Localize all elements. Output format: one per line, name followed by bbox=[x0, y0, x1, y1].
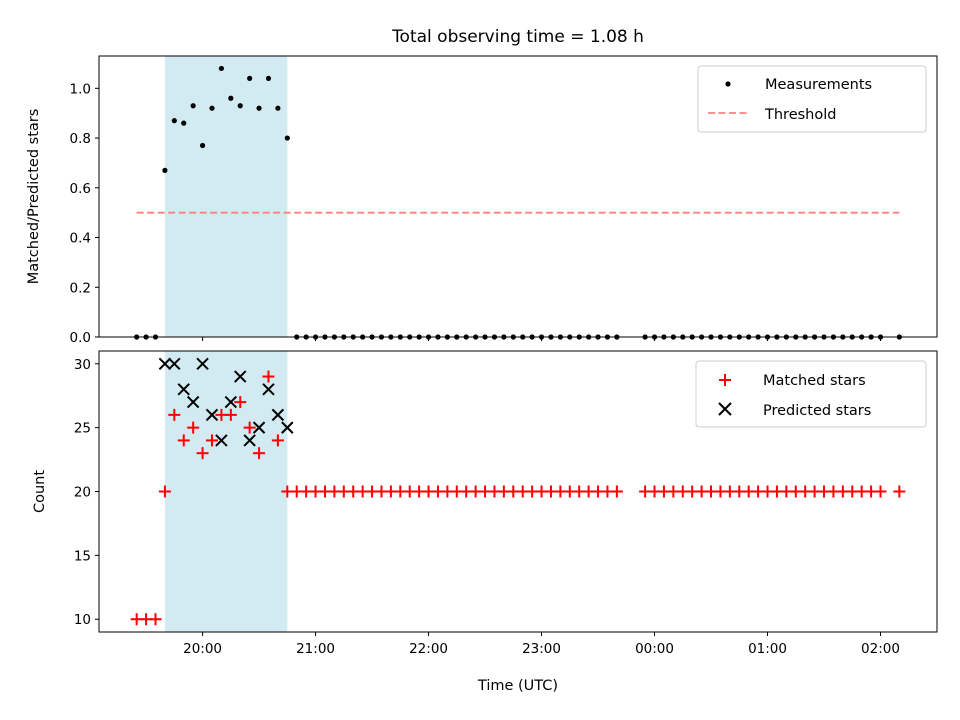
measurement-point bbox=[162, 167, 168, 173]
measurement-point bbox=[209, 105, 215, 111]
predicted-star-point bbox=[262, 383, 275, 396]
predicted-star-point bbox=[271, 408, 285, 422]
predicted-star-point bbox=[158, 357, 172, 370]
y-tick-label: 10 bbox=[74, 612, 91, 628]
matched-star-point bbox=[224, 408, 237, 421]
x-tick-label: 00:00 bbox=[635, 641, 674, 657]
legend-predicted-label: Predicted stars bbox=[763, 403, 871, 419]
top-shaded-interval bbox=[164, 56, 288, 337]
legend-predicted-marker bbox=[718, 402, 732, 416]
measurement-point bbox=[218, 65, 225, 72]
measurement-point bbox=[199, 142, 206, 149]
bottom-y-axis: 10 15 20 25 30 bbox=[74, 357, 99, 628]
predicted-star-point bbox=[224, 395, 238, 409]
y-tick-label: 0.8 bbox=[70, 131, 91, 147]
y-tick-label: 1.0 bbox=[70, 81, 91, 97]
measurement-point bbox=[181, 120, 187, 126]
predicted-star-point bbox=[243, 434, 256, 447]
y-tick-label: 25 bbox=[74, 421, 91, 437]
matched-star-point bbox=[234, 396, 247, 409]
measurement-point bbox=[256, 105, 262, 111]
matched-star-point bbox=[177, 434, 190, 447]
measurement-point bbox=[247, 75, 253, 81]
y-tick-label: 0.2 bbox=[70, 280, 91, 296]
matched-star-point bbox=[893, 485, 906, 498]
x-tick-label: 02:00 bbox=[861, 641, 900, 657]
top-y-axis: 0.0 0.2 0.4 0.6 0.8 1.0 bbox=[70, 81, 99, 346]
y-tick-label: 30 bbox=[74, 357, 91, 373]
legend-matched-marker bbox=[719, 374, 731, 386]
measurement-point bbox=[171, 118, 177, 124]
x-tick-label: 21:00 bbox=[296, 641, 335, 657]
measurement-point bbox=[190, 103, 196, 109]
top-chart-title: Total observing time = 1.08 h bbox=[391, 27, 644, 47]
matched-star-point bbox=[271, 434, 284, 447]
measurement-point bbox=[284, 135, 290, 141]
matched-star-point bbox=[196, 447, 209, 460]
top-legend-box bbox=[697, 65, 927, 133]
bottom-legend: Matched stars Predicted stars bbox=[695, 360, 927, 428]
matched-star-point bbox=[149, 613, 162, 626]
predicted-stars-points bbox=[158, 357, 294, 447]
predicted-star-point bbox=[215, 434, 228, 447]
matched-star-point bbox=[253, 447, 266, 460]
x-tick-label: 20:00 bbox=[183, 641, 222, 657]
predicted-star-point bbox=[281, 421, 294, 434]
measurement-point bbox=[237, 103, 243, 109]
matched-star-point bbox=[243, 421, 256, 434]
predicted-star-point bbox=[168, 357, 181, 370]
y-tick-label: 0.6 bbox=[70, 181, 91, 197]
measurement-point bbox=[265, 75, 272, 81]
bottom-shaded-interval bbox=[164, 351, 288, 632]
bottom-y-axis-title: Count bbox=[32, 470, 48, 513]
bottom-legend-box bbox=[695, 360, 927, 428]
legend-threshold-label: Threshold bbox=[764, 107, 836, 123]
top-legend: Measurements Threshold bbox=[697, 65, 927, 133]
matched-star-point bbox=[168, 408, 181, 421]
x-tick-label: 23:00 bbox=[522, 641, 561, 657]
matched-star-point bbox=[158, 485, 171, 498]
bottom-plot-area: 10 15 20 25 30 20:00 21:00 22:00 23:00 00:00 01:0… bbox=[32, 350, 938, 694]
top-plot-frame bbox=[98, 55, 938, 338]
legend-matched-label: Matched stars bbox=[763, 373, 866, 389]
predicted-star-point bbox=[205, 408, 219, 422]
predicted-star-point bbox=[252, 421, 266, 434]
y-tick-label: 0.0 bbox=[70, 330, 91, 346]
bottom-x-axis: 20:00 21:00 22:00 23:00 00:00 01:00 02:00 bbox=[183, 632, 900, 657]
predicted-star-point bbox=[186, 395, 200, 409]
matched-star-point bbox=[187, 421, 200, 434]
measurement-point bbox=[275, 105, 281, 111]
predicted-star-point bbox=[234, 370, 247, 383]
top-y-axis-title: Matched/Predicted stars bbox=[26, 109, 42, 285]
legend-measurements-marker bbox=[725, 81, 731, 87]
legend-measurements-label: Measurements bbox=[765, 77, 872, 93]
y-tick-label: 20 bbox=[74, 485, 91, 501]
x-tick-label: 22:00 bbox=[409, 641, 448, 657]
bottom-x-axis-title: Time (UTC) bbox=[477, 678, 558, 694]
y-tick-label: 0.4 bbox=[70, 231, 91, 247]
predicted-star-point bbox=[196, 357, 209, 370]
top-x-axis bbox=[202, 337, 882, 341]
y-tick-label: 15 bbox=[74, 548, 91, 564]
matched-star-point bbox=[874, 485, 887, 498]
x-tick-label: 01:00 bbox=[748, 641, 787, 657]
matched-star-point bbox=[610, 485, 623, 498]
measurement-point bbox=[228, 95, 234, 101]
predicted-star-point bbox=[177, 383, 190, 396]
top-plot-area: 0.0 0.2 0.4 0.6 0.8 1.0 Matched/Predicted sta… bbox=[26, 55, 938, 346]
matched-star-point bbox=[262, 370, 275, 383]
matched-star-point bbox=[205, 434, 218, 447]
matched-stars-points bbox=[130, 370, 906, 626]
